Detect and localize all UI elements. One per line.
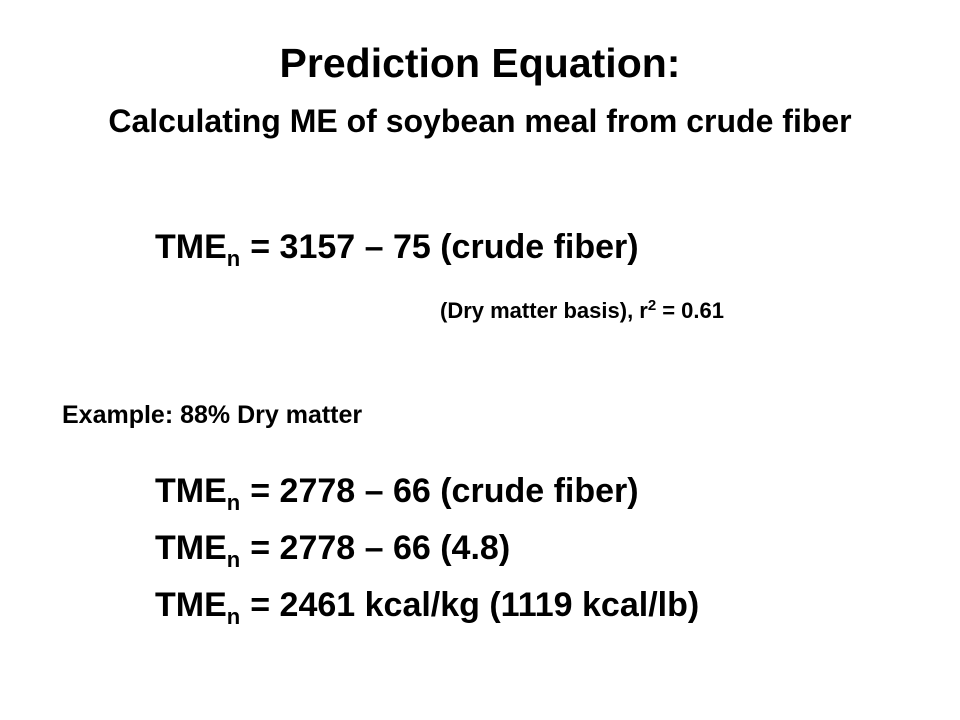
line-lhs: TME xyxy=(155,529,227,567)
line-rhs: = 2461 kcal/kg (1119 kcal/lb) xyxy=(250,586,700,624)
example-line: TMEn = 2461 kcal/kg (1119 kcal/lb) xyxy=(155,586,700,628)
equation-subscript: n xyxy=(226,246,241,271)
line-rhs: = 2778 – 66 (4.8) xyxy=(250,529,511,567)
line-rhs: = 2778 – 66 (crude fiber) xyxy=(250,472,639,510)
equation: TMEn = 3157 – 75 (crude fiber) xyxy=(155,228,639,270)
title: Prediction Equation: xyxy=(279,40,681,86)
note-rest: = 0.61 xyxy=(662,298,724,323)
equation-lhs: TME xyxy=(155,228,227,266)
note-text: (Dry matter basis), r xyxy=(440,298,648,323)
line-subscript: n xyxy=(226,490,241,515)
line-subscript: n xyxy=(226,604,241,629)
note: (Dry matter basis), r2 = 0.61 xyxy=(440,298,724,324)
note-superscript: 2 xyxy=(647,297,657,314)
line-subscript: n xyxy=(226,547,241,572)
example-line: TMEn = 2778 – 66 (crude fiber) xyxy=(155,472,639,514)
example-line: TMEn = 2778 – 66 (4.8) xyxy=(155,529,511,571)
subtitle: Calculating ME of soybean meal from crud… xyxy=(108,103,852,139)
line-lhs: TME xyxy=(155,472,227,510)
line-lhs: TME xyxy=(155,586,227,624)
example-label: Example: 88% Dry matter xyxy=(62,401,363,429)
equation-rhs: = 3157 – 75 (crude fiber) xyxy=(250,228,639,266)
